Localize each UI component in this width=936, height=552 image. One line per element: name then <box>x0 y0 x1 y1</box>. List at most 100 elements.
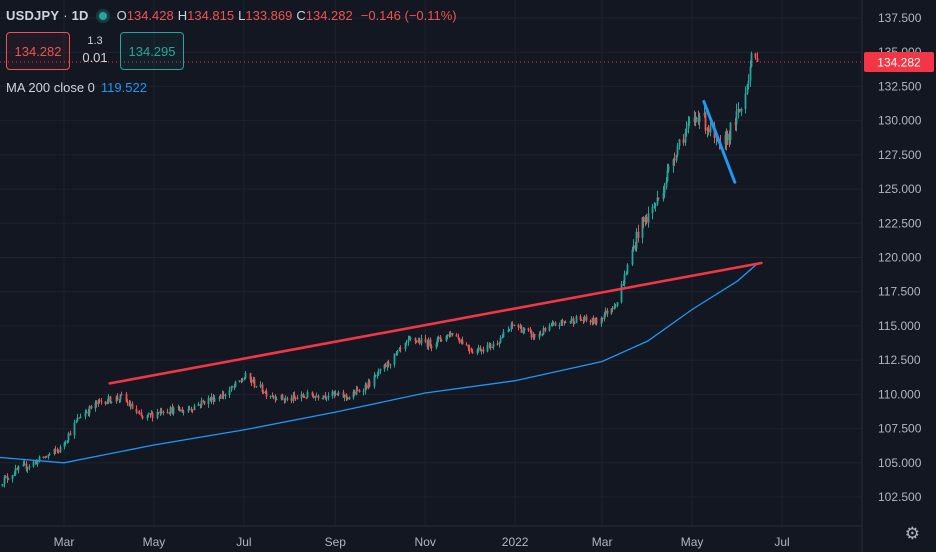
candle-body <box>396 350 399 354</box>
candle-body <box>399 348 402 350</box>
symbol-name[interactable]: USDJPY <box>6 8 60 23</box>
ma-legend[interactable]: MA 200 close 0 119.522 <box>6 80 147 95</box>
candle-body <box>286 398 289 400</box>
candle-body <box>706 128 709 131</box>
candle-body <box>522 330 525 333</box>
candle-body <box>429 339 432 347</box>
last-price-tag <box>864 52 934 73</box>
candle-body <box>56 450 59 452</box>
candle-body <box>337 392 340 395</box>
y-tick-label: 120.000 <box>878 251 922 265</box>
candle-body <box>544 327 547 331</box>
candle-body <box>498 342 501 344</box>
candle-body <box>654 204 657 207</box>
spread-bottom: 0.01 <box>82 50 108 65</box>
candle-body <box>193 405 196 411</box>
candle-body <box>322 395 325 399</box>
candle-body <box>311 392 314 396</box>
candle-body <box>529 330 532 332</box>
candle-body <box>426 341 429 347</box>
candle-body <box>461 340 464 345</box>
candle-body <box>377 370 380 376</box>
buy-button[interactable]: 134.295 <box>120 32 184 70</box>
candle-body <box>106 401 109 405</box>
candle-body <box>663 186 666 194</box>
candle-body <box>104 401 107 405</box>
candle-body <box>591 317 594 323</box>
candle-body <box>614 305 617 307</box>
candle-body <box>737 108 740 112</box>
candle-body <box>647 213 650 223</box>
candle-body <box>57 450 60 453</box>
candle-body <box>430 346 433 348</box>
candle-body <box>187 409 190 412</box>
trade-panel: 134.282 1.3 0.01 134.295 <box>6 32 184 70</box>
candle-body <box>321 398 324 400</box>
spread-top: 1.3 <box>87 35 103 47</box>
interval-label[interactable]: 1D <box>71 8 89 23</box>
candle-body <box>499 337 502 343</box>
candle-body <box>317 395 320 399</box>
candle-body <box>384 364 387 368</box>
candle-body <box>465 344 468 346</box>
candle-body <box>233 386 236 388</box>
candle-body <box>694 117 697 119</box>
candle-body <box>750 53 753 67</box>
candle-body <box>635 231 638 249</box>
candle-body <box>7 479 10 481</box>
x-tick-label: Sep <box>325 535 347 549</box>
candle-body <box>346 397 349 400</box>
candle-body <box>437 336 440 339</box>
x-tick-label: Mar <box>54 535 75 549</box>
candle-body <box>269 396 272 398</box>
candle-body <box>393 353 396 365</box>
candle-body <box>726 133 729 145</box>
candle-body <box>228 390 231 396</box>
gear-icon[interactable]: ⚙ <box>904 524 920 543</box>
candle-body <box>327 395 330 398</box>
sell-button[interactable]: 134.282 <box>6 32 70 70</box>
candle-body <box>66 440 69 443</box>
y-tick-label: 125.000 <box>878 182 922 196</box>
candle-body <box>218 397 221 399</box>
candle-body <box>47 454 50 457</box>
candle-body <box>678 139 681 146</box>
candle-body <box>135 408 138 413</box>
candle-body <box>365 384 368 389</box>
candle-body <box>580 319 583 321</box>
candle-body <box>641 217 644 238</box>
candle-body <box>17 466 20 470</box>
candle-body <box>312 395 315 399</box>
candle-body <box>573 322 576 324</box>
low-value: 133.869 <box>245 8 293 23</box>
candle-body <box>455 334 458 337</box>
candle-body <box>355 389 358 395</box>
x-tick-label: Nov <box>415 535 436 549</box>
candle-body <box>527 328 530 331</box>
candle-body <box>240 380 243 382</box>
candle-body <box>613 306 616 309</box>
candle-body <box>231 386 234 388</box>
candle-body <box>264 391 267 393</box>
candle-body <box>14 468 17 475</box>
candle-body <box>682 139 685 143</box>
candle-body <box>604 310 607 315</box>
candle-body <box>424 338 427 342</box>
candle-body <box>427 339 430 347</box>
candle-body <box>569 321 572 323</box>
candle-body <box>561 320 564 323</box>
candle-body <box>221 393 224 399</box>
candle-body <box>651 206 654 214</box>
candle-body <box>592 317 595 324</box>
candle-body <box>695 117 698 119</box>
candle-body <box>253 379 256 387</box>
candle-body <box>76 417 79 421</box>
candle-body <box>611 308 614 310</box>
candle-body <box>644 216 647 222</box>
candle-body <box>324 395 327 398</box>
candle-body <box>451 332 454 335</box>
candle-body <box>489 343 492 348</box>
candle-body <box>417 340 420 342</box>
candle-body <box>244 373 247 379</box>
